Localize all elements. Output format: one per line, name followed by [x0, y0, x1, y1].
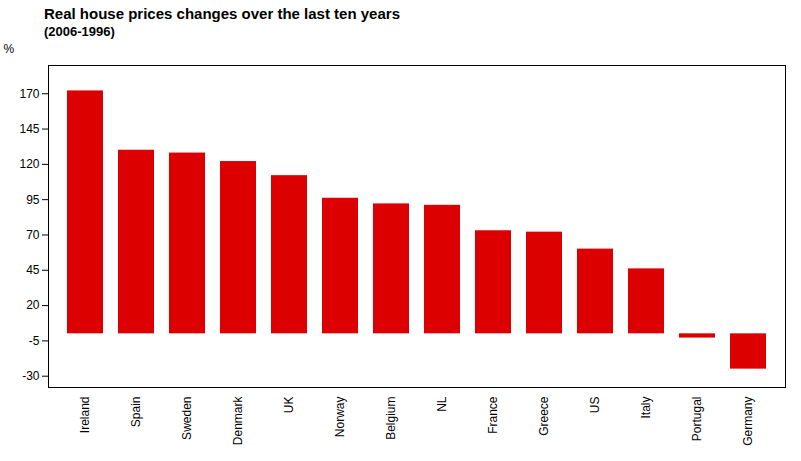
svg-text:70: 70 — [26, 228, 40, 242]
svg-text:%: % — [4, 42, 15, 56]
svg-text:-5: -5 — [29, 334, 40, 348]
svg-text:Ireland: Ireland — [78, 397, 92, 434]
svg-text:170: 170 — [19, 87, 39, 101]
svg-text:Belgium: Belgium — [384, 397, 398, 440]
svg-text:NL: NL — [435, 396, 449, 412]
svg-text:Denmark: Denmark — [231, 396, 245, 446]
svg-text:Greece: Greece — [537, 396, 551, 436]
html-text:Real house prices changes over: Real house prices changes over the last … — [44, 5, 400, 22]
svg-text:France: France — [486, 396, 500, 434]
svg-text:Portugal: Portugal — [690, 397, 704, 442]
svg-text:Germany: Germany — [741, 397, 755, 446]
html-text:(2006-1996): (2006-1996) — [44, 24, 115, 39]
svg-text:US: US — [588, 397, 602, 414]
svg-text:145: 145 — [19, 122, 39, 136]
svg-text:20: 20 — [26, 298, 40, 312]
svg-text:95: 95 — [26, 193, 40, 207]
svg-text:45: 45 — [26, 263, 40, 277]
svg-text:Spain: Spain — [129, 397, 143, 428]
svg-text:UK: UK — [282, 397, 296, 414]
svg-text:Norway: Norway — [333, 397, 347, 438]
svg-text:-30: -30 — [22, 369, 40, 383]
svg-text:Italy: Italy — [639, 397, 653, 419]
svg-text:120: 120 — [19, 157, 39, 171]
svg-text:Sweden: Sweden — [180, 397, 194, 440]
